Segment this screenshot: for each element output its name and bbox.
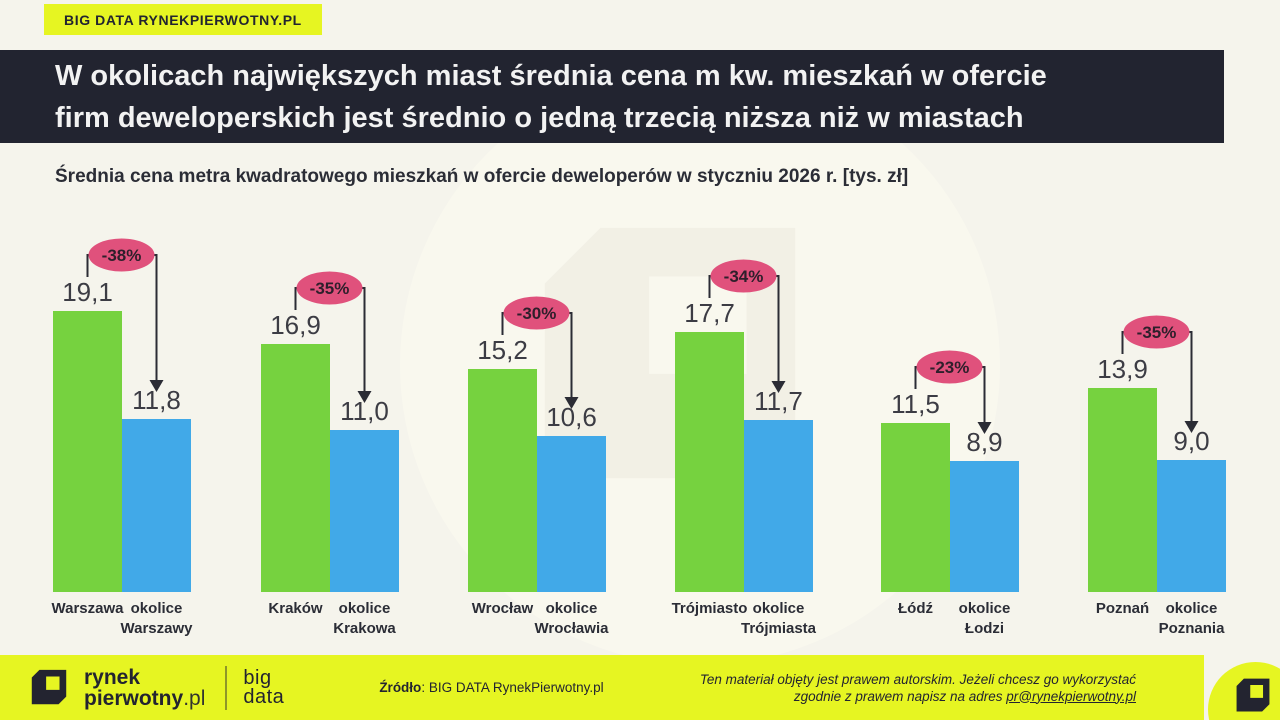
city-name-label: Warszawa xyxy=(51,600,124,617)
pct-badge-label: -38% xyxy=(102,246,142,265)
area-name-line: Łodzi xyxy=(964,620,1005,637)
copyright-line2-prefix: zgodnie z prawem napisz na adres xyxy=(793,688,1007,704)
chart-group: -30% 15,2 10,6 Wrocław okolice Wrocławia xyxy=(468,199,609,654)
brand-word-rynek: rynek xyxy=(84,665,141,689)
city-bar xyxy=(53,311,122,592)
area-value-label: 11,0 xyxy=(340,396,389,426)
corner-logo-badge xyxy=(1208,662,1280,720)
area-value-label: 11,7 xyxy=(754,386,803,416)
city-bar xyxy=(675,332,744,592)
contact-email-link[interactable]: pr@rynekpierwotny.pl xyxy=(1006,688,1136,704)
area-name-line: okolice xyxy=(752,600,805,617)
footer-bar: rynek pierwotny.pl big data Źródło: BIG … xyxy=(0,655,1204,720)
bigdata-word-data: data xyxy=(243,685,285,708)
area-bar xyxy=(1157,460,1226,592)
area-name-line: okolice xyxy=(338,600,391,617)
copyright-line1: Ten materiał objęty jest prawem autorski… xyxy=(699,671,1136,687)
pct-badge xyxy=(296,271,363,305)
area-bar xyxy=(122,419,191,592)
pct-badge xyxy=(88,238,155,272)
city-value-label: 11,5 xyxy=(891,389,940,419)
city-bar xyxy=(261,344,330,592)
brand-wordmark: rynek pierwotny.pl xyxy=(84,667,205,709)
area-name-line: okolice xyxy=(958,600,1011,617)
city-value-label: 19,1 xyxy=(62,277,113,307)
chart-group: -35% 13,9 9,0 Poznań okolice Poznania xyxy=(1088,199,1226,654)
area-value-label: 10,6 xyxy=(546,402,597,432)
area-name-label: okolice Poznania xyxy=(1159,599,1225,639)
source-value: : BIG DATA RynekPierwotny.pl xyxy=(421,680,604,695)
rynekpierwotny-logo: rynek pierwotny.pl big data xyxy=(26,665,285,710)
chart-title: Średnia cena metra kwadratowego mieszkań… xyxy=(55,166,909,187)
area-value-label: 11,8 xyxy=(132,385,181,415)
city-bar xyxy=(881,423,950,592)
headline-line1: W okolicach największych miast średnia c… xyxy=(55,60,1047,92)
headline-bar: W okolicach największych miast średnia c… xyxy=(0,50,1224,143)
city-bar xyxy=(1088,388,1157,592)
pct-badge-label: -23% xyxy=(930,358,970,377)
pct-badge xyxy=(916,350,983,384)
area-bar xyxy=(950,461,1019,592)
pct-badge-label: -30% xyxy=(517,304,557,323)
city-name-label: Kraków xyxy=(268,600,323,617)
area-name-line: Trójmiasta xyxy=(740,620,817,637)
source-text: Źródło: BIG DATA RynekPierwotny.pl xyxy=(379,680,603,695)
copyright-line2: zgodnie z prawem napisz na adres pr@ryne… xyxy=(700,688,1136,705)
pct-badge xyxy=(1123,315,1190,349)
bigdata-word-big: big xyxy=(243,666,272,689)
chart: -38% 19,1 11,8 Warszawa okolice Warszawy -35% 1… xyxy=(51,199,1226,654)
copyright-text: Ten materiał objęty jest prawem autorski… xyxy=(700,671,1136,705)
area-name-line: okolice xyxy=(1165,600,1218,617)
pct-badge xyxy=(503,296,570,330)
pct-badge-label: -35% xyxy=(1137,323,1177,342)
area-bar xyxy=(537,436,606,592)
headline-line2: firm deweloperskich jest średnio o jedną… xyxy=(55,102,1024,134)
area-bar xyxy=(744,420,813,592)
cube-logo-icon xyxy=(31,669,67,704)
source-label: Źródło xyxy=(379,680,422,695)
city-name-label: Trójmiasto xyxy=(671,600,748,617)
area-name-line: okolice xyxy=(130,600,183,617)
chart-group: -35% 16,9 11,0 Kraków okolice Krakowa xyxy=(261,199,399,654)
area-name-line: Wrocławia xyxy=(534,620,609,637)
chart-group: -23% 11,5 8,9 Łódź okolice Łodzi xyxy=(881,199,1019,654)
area-name-label: okolice Warszawy xyxy=(121,599,193,639)
city-value-label: 13,9 xyxy=(1097,354,1148,384)
city-name-label: Łódź xyxy=(898,600,933,617)
city-value-label: 17,7 xyxy=(684,298,735,328)
area-name-label: okolice Trójmiasta xyxy=(741,599,816,639)
bigdata-wordmark: big data xyxy=(243,666,285,708)
big-data-badge: BIG DATA RYNEKPIERWOTNY.PL xyxy=(44,4,322,35)
area-name-line: Poznania xyxy=(1158,620,1225,637)
area-bar xyxy=(330,430,399,592)
city-value-label: 15,2 xyxy=(477,335,528,365)
area-name-label: okolice Krakowa xyxy=(333,599,396,639)
city-name-label: Poznań xyxy=(1095,600,1150,617)
logo-divider xyxy=(225,665,228,710)
cube-logo-icon xyxy=(1236,678,1270,712)
city-bar xyxy=(468,369,537,592)
pct-badge-label: -34% xyxy=(724,267,764,286)
area-value-label: 8,9 xyxy=(966,427,1003,457)
area-name-label: okolice Wrocławia xyxy=(535,599,609,639)
area-value-label: 9,0 xyxy=(1173,426,1210,456)
area-name-line: Krakowa xyxy=(333,620,396,637)
brand-word-pl: .pl xyxy=(183,686,206,710)
pct-badge-label: -35% xyxy=(310,279,350,298)
chart-group: -38% 19,1 11,8 Warszawa okolice Warszawy xyxy=(51,199,193,654)
chart-group: -34% 17,7 11,7 Trójmiasto okolice Trójmiasta xyxy=(671,199,816,654)
pct-badge xyxy=(710,259,777,293)
area-name-line: Warszawy xyxy=(120,620,193,637)
area-name-line: okolice xyxy=(545,600,598,617)
area-name-label: okolice Łodzi xyxy=(959,599,1011,639)
brand-word-pierwotny: pierwotny xyxy=(84,686,184,710)
city-value-label: 16,9 xyxy=(270,310,321,340)
city-name-label: Wrocław xyxy=(471,600,534,617)
